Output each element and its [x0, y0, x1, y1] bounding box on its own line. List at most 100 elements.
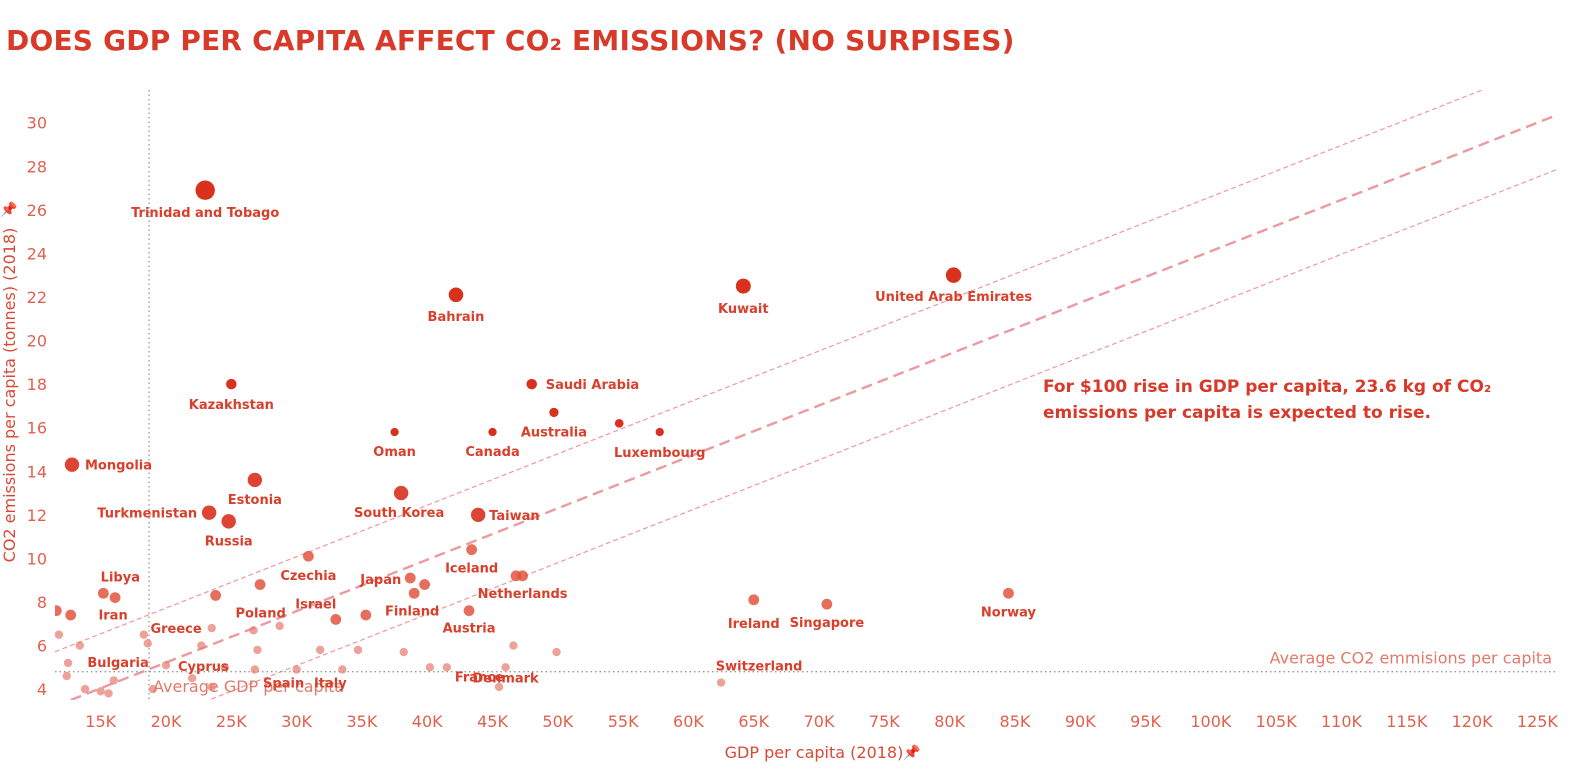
point-unlabeled-45[interactable] — [253, 645, 262, 655]
point-bulgaria[interactable] — [63, 658, 73, 668]
point-unlabeled-54[interactable] — [250, 665, 260, 674]
y-axis-pin-icon[interactable]: 📌 — [0, 200, 18, 218]
label-taiwan: Taiwan — [489, 509, 539, 524]
page-title: DOES GDP PER CAPITA AFFECT CO₂ EMISSIONS… — [6, 24, 1015, 57]
point-mongolia[interactable] — [64, 457, 80, 472]
point-unlabeled-43[interactable] — [75, 641, 85, 650]
point-unlabeled-67[interactable] — [207, 682, 216, 692]
point-ireland[interactable] — [748, 594, 760, 606]
point-estonia[interactable] — [247, 472, 263, 488]
point-united-arab-emirates[interactable] — [945, 267, 962, 283]
x-tick-label: 75K — [869, 712, 900, 731]
point-denmark[interactable] — [501, 663, 510, 672]
point-unlabeled-10[interactable] — [614, 418, 624, 428]
point-unlabeled-53[interactable] — [220, 663, 229, 672]
y-tick-label: 26 — [27, 201, 47, 220]
point-poland[interactable] — [210, 590, 222, 601]
point-unlabeled-66[interactable] — [148, 684, 158, 694]
point-unlabeled-63[interactable] — [80, 684, 90, 694]
point-greece[interactable] — [207, 623, 216, 633]
point-unlabeled-49[interactable] — [509, 641, 518, 650]
point-austria[interactable] — [463, 605, 475, 617]
data-points[interactable] — [51, 180, 1014, 698]
point-israel[interactable] — [330, 613, 342, 625]
point-kazakhstan[interactable] — [226, 378, 237, 390]
label-japan: Japan — [359, 573, 401, 588]
point-unlabeled-57[interactable] — [425, 663, 435, 672]
point-france[interactable] — [442, 663, 452, 672]
point-japan[interactable] — [404, 572, 416, 584]
label-estonia: Estonia — [228, 493, 282, 508]
point-iran[interactable] — [109, 592, 121, 604]
y-tick-label: 20 — [27, 332, 47, 351]
point-unlabeled-30[interactable] — [360, 609, 372, 621]
point-norway[interactable] — [1003, 587, 1014, 599]
point-netherlands[interactable] — [517, 570, 528, 582]
point-canada[interactable] — [488, 427, 497, 437]
x-tick-label: 120K — [1452, 712, 1494, 731]
point-unlabeled-60[interactable] — [62, 671, 71, 681]
point-unlabeled-40[interactable] — [55, 630, 64, 639]
point-oman[interactable] — [390, 427, 399, 437]
avg-co2-label: Average CO2 emmisions per capita — [1270, 649, 1552, 668]
point-singapore[interactable] — [821, 598, 833, 610]
point-finland[interactable] — [408, 587, 420, 599]
label-greece: Greece — [150, 622, 201, 637]
x-tick-label: 100K — [1190, 712, 1232, 731]
point-australia[interactable] — [549, 407, 559, 418]
point-unlabeled-61[interactable] — [109, 676, 118, 685]
x-tick-label: 45K — [477, 712, 508, 731]
label-spain: Spain — [263, 677, 304, 692]
y-axis-title: CO2 emissions per capita (tonnes) (2018) — [0, 228, 19, 563]
x-axis-pin-icon[interactable]: 📌 — [903, 743, 921, 761]
point-turkmenistan[interactable] — [201, 505, 217, 520]
point-unlabeled-27[interactable] — [254, 579, 266, 590]
y-tick-label: 10 — [27, 549, 47, 568]
y-tick-label: 8 — [37, 593, 47, 612]
point-unlabeled-65[interactable] — [104, 689, 113, 698]
x-tick-label: 105K — [1256, 712, 1298, 731]
point-saudi-arabia[interactable] — [526, 378, 537, 390]
point-unlabeled-48[interactable] — [399, 647, 408, 657]
point-trinidad-and-tobago[interactable] — [195, 180, 215, 200]
x-tick-label: 20K — [151, 712, 182, 731]
point-unlabeled-50[interactable] — [552, 647, 561, 657]
point-russia[interactable] — [221, 514, 236, 529]
x-tick-label: 55K — [608, 712, 639, 731]
point-labels: Trinidad and Tobago Bahrain Kuwait United A… — [85, 206, 1037, 691]
point-iceland[interactable] — [466, 544, 478, 556]
point-luxembourg[interactable] — [655, 427, 664, 437]
point-unlabeled-41[interactable] — [139, 630, 149, 639]
point-unlabeled-46[interactable] — [315, 645, 325, 655]
band-upper-line — [55, 90, 1484, 653]
y-tick-label: 18 — [27, 375, 47, 394]
point-unlabeled-35[interactable] — [51, 605, 62, 617]
label-ireland: Ireland — [728, 617, 780, 632]
point-kuwait[interactable] — [735, 278, 751, 294]
point-bahrain[interactable] — [448, 287, 464, 303]
point-spain[interactable] — [292, 665, 301, 674]
label-iceland: Iceland — [445, 562, 498, 577]
point-switzerland[interactable] — [716, 678, 726, 687]
y-tick-label: 4 — [37, 680, 47, 699]
point-unlabeled-38[interactable] — [249, 626, 258, 635]
point-unlabeled-47[interactable] — [353, 645, 363, 655]
point-unlabeled-68[interactable] — [494, 682, 504, 692]
point-cyprus[interactable] — [161, 660, 171, 670]
point-czechia[interactable] — [302, 550, 314, 562]
point-south-korea[interactable] — [393, 485, 409, 501]
point-libya[interactable] — [97, 587, 109, 599]
point-unlabeled-42[interactable] — [143, 639, 152, 648]
label-norway: Norway — [981, 605, 1037, 620]
label-finland: Finland — [385, 604, 439, 619]
point-taiwan[interactable] — [470, 507, 486, 523]
point-italy[interactable] — [338, 665, 347, 674]
x-axis-ticks: 15K 20K 25K 30K 35K 40K 45K 50K 55K 60K 65K 70K 75K 8… — [85, 712, 1558, 731]
label-oman: Oman — [373, 445, 416, 460]
point-unlabeled-64[interactable] — [96, 687, 105, 696]
point-unlabeled-44[interactable] — [197, 641, 206, 650]
point-unlabeled-37[interactable] — [275, 621, 284, 631]
point-unlabeled-21[interactable] — [419, 579, 431, 590]
point-unlabeled-36[interactable] — [65, 609, 77, 621]
point-unlabeled-62[interactable] — [187, 674, 197, 683]
